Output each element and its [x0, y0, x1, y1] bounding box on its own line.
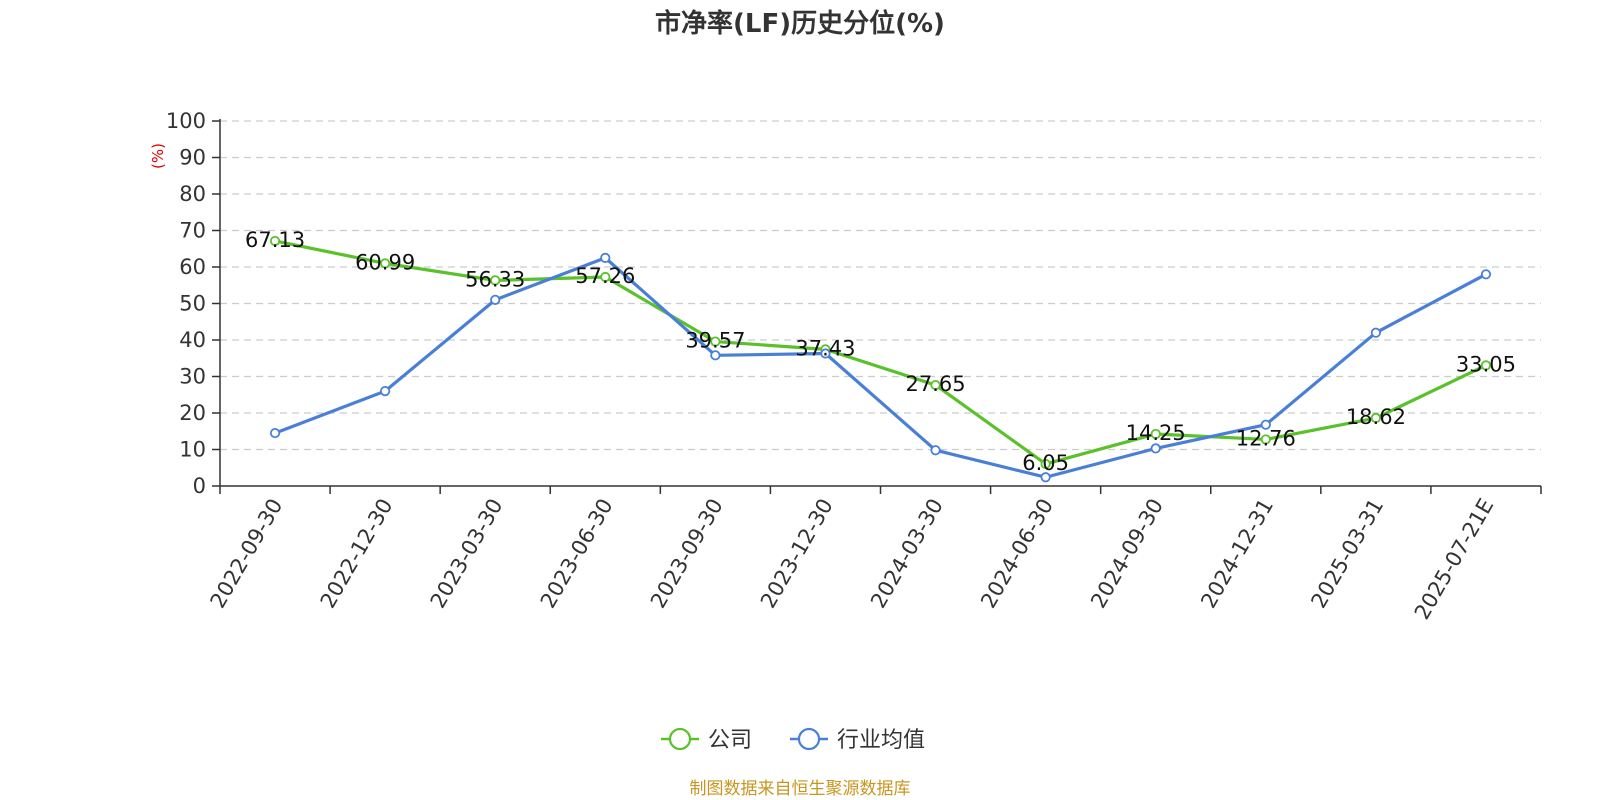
y-tick-label: 30	[179, 365, 206, 389]
series-1-point	[1040, 472, 1051, 483]
x-tick-label: 2023-12-30	[756, 495, 838, 613]
y-tick-label: 40	[179, 328, 206, 352]
y-tick-label: 20	[179, 401, 206, 425]
series-0-data-label: 60.99	[355, 250, 415, 274]
x-tick-label: 2023-09-30	[646, 495, 728, 613]
y-tick-label: 0	[193, 474, 206, 498]
series-0-data-label: 39.57	[685, 329, 745, 353]
series-0-data-label: 12.76	[1236, 426, 1296, 450]
legend-label: 公司	[708, 728, 752, 753]
series-0-data-label: 6.05	[1022, 451, 1069, 475]
grid-lines	[220, 120, 1541, 451]
y-tick-label: 90	[179, 146, 206, 170]
series-0-point	[380, 258, 391, 269]
y-tick-label: 60	[179, 255, 206, 279]
chart-title: 市净率(LF)历史分位(%)	[655, 8, 945, 39]
series-1-point	[490, 294, 501, 305]
legend-marker	[797, 727, 821, 751]
x-tick-label: 2024-06-30	[976, 495, 1058, 613]
series-1-point	[1260, 419, 1271, 430]
y-axis-unit-label: (%)	[149, 143, 167, 169]
series-1-point	[1370, 327, 1381, 338]
x-tick-label: 2023-03-30	[426, 495, 508, 613]
series-0-data-label: 56.33	[465, 267, 525, 291]
series-0-point	[1260, 434, 1271, 445]
x-tick-label: 2025-07-21E	[1410, 495, 1498, 624]
series-1-point	[820, 348, 831, 359]
y-tick-label: 70	[179, 219, 206, 243]
series-0-point	[600, 271, 611, 283]
series-1-point	[269, 427, 281, 439]
series-line-1	[274, 256, 1487, 479]
series-1-point	[930, 445, 941, 456]
series-0-data-label: 57.26	[575, 264, 635, 288]
series-lines	[269, 235, 1492, 483]
legend-item-1[interactable]: 行业均值	[790, 727, 925, 753]
source-note: 制图数据来自恒生聚源数据库	[690, 779, 911, 799]
y-tick-label: 50	[179, 292, 206, 316]
x-tick-label: 2025-03-31	[1306, 495, 1388, 613]
series-0-point	[930, 379, 941, 391]
legend-item-0[interactable]: 公司	[661, 727, 752, 753]
series-1-point	[1150, 443, 1161, 454]
x-tick-label: 2024-03-30	[866, 495, 948, 613]
x-tick-label: 2024-12-31	[1196, 495, 1278, 613]
series-0-point	[1040, 458, 1051, 470]
series-0-data-label: 67.13	[245, 228, 305, 252]
series-0-point	[269, 235, 281, 247]
series-1-point	[1480, 269, 1492, 280]
series-0-data-label: 18.62	[1346, 405, 1406, 429]
data-labels: 67.13 60.99 56.33 57.26 39.57 37.43 27.65 6.05 1…	[245, 228, 1516, 475]
y-tick-label: 10	[179, 438, 206, 462]
series-0-point	[1150, 428, 1161, 440]
series-0-data-label: 37.43	[795, 336, 855, 360]
series-0-data-label: 14.25	[1126, 421, 1186, 445]
series-0-data-label: 27.65	[905, 372, 965, 396]
x-tick-label: 2022-09-30	[206, 495, 288, 613]
y-tick-label: 100	[166, 109, 206, 133]
series-0-point	[1480, 360, 1492, 371]
x-tick-label: 2022-12-30	[316, 495, 398, 613]
x-tick-label: 2023-06-30	[536, 495, 618, 613]
x-tick-label: 2024-09-30	[1086, 495, 1168, 613]
series-1-point	[600, 252, 611, 263]
y-tick-label: 80	[179, 182, 206, 206]
series-0-point	[1370, 412, 1381, 424]
legend: 公司 行业均值	[661, 727, 925, 753]
series-1-point	[710, 350, 721, 361]
series-line-0	[274, 239, 1487, 466]
series-1-point	[380, 385, 391, 397]
series-0-point	[490, 275, 501, 286]
legend-label: 行业均值	[837, 728, 925, 753]
legend-marker	[668, 727, 692, 751]
series-0-data-label: 33.05	[1456, 352, 1516, 376]
series-0-point	[710, 336, 721, 347]
